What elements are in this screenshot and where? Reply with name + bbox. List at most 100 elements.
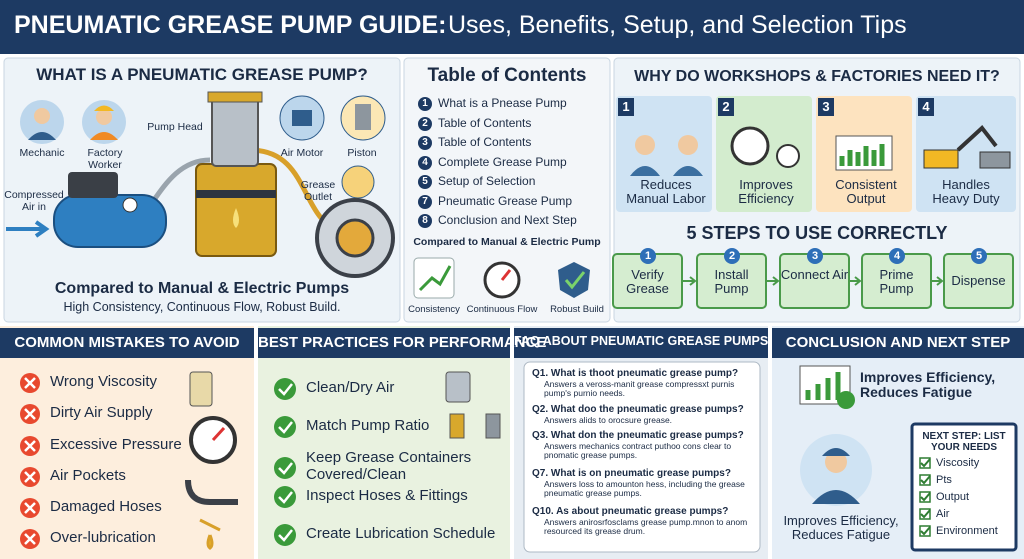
check [564,271,586,290]
panel [258,326,510,559]
label: Grease Outlet [300,179,336,203]
check-badge [837,391,855,409]
label: Pump Head [147,121,203,133]
practice: Clean/Dry Air [306,379,395,396]
toc-item: Table of Contents [438,116,532,130]
question: Q10. As about pneumatic grease pumps? [532,506,729,517]
step-label: Dispense [951,273,1006,288]
need: Air [936,508,950,520]
check-mark [920,475,931,485]
card-label: Handles Heavy Duty [932,177,1000,207]
step-label: Verify Grease [626,267,669,297]
checkbox [919,457,931,469]
trend [418,265,452,292]
need: Pts [936,474,952,486]
faq-card [523,361,761,553]
label: Factory Worker [87,147,123,171]
gauge [122,197,138,213]
card-label: Consistent Output [835,177,897,207]
label: Continuous Flow [466,304,538,315]
benefit: Improves Efficiency, Reduces Fatigue [860,369,996,401]
number-badge [818,98,834,116]
drip [199,518,221,550]
check-mark [920,526,931,536]
number: 2 [422,118,428,129]
number-badge [807,248,823,264]
question: Q1. What is thoot pneumatic grease pump? [532,368,739,379]
toc-item: What is a Pnease Pump [438,96,567,110]
bars [839,144,885,166]
section-title: 5 STEPS TO USE CORRECTLY [686,223,948,243]
mistake: Over-lubrication [50,529,156,546]
number: 3 [822,99,830,114]
checkbox [919,525,931,537]
number: 2 [722,99,730,114]
subtitle: Compared to Manual & Electric Pumps [54,280,350,297]
drop [233,208,239,228]
number-badge [418,214,432,228]
mistake: Dirty Air Supply [50,404,153,421]
toc-item: Table of Contents [438,135,532,149]
mistake: Damaged Hoses [50,498,162,515]
bars [805,372,841,400]
number-badge [918,98,934,116]
header-bar [0,0,1024,54]
needle [500,269,512,281]
step-label: Install Pump [714,267,749,297]
filter [445,371,471,403]
body [28,132,56,140]
number: 2 [728,250,736,262]
person [678,135,698,155]
check-mark [920,458,931,468]
arrow [6,220,50,238]
motor [292,110,312,126]
card-label: Reduces Manual Labor [626,177,706,207]
label: Consistency [408,304,460,315]
gauge [776,144,800,168]
check-icon [274,486,296,508]
toc-item: Setup of Selection [438,174,536,188]
panel-title: CONCLUSION AND NEXT STEP [785,334,1011,351]
title: PNEUMATIC GREASE PUMP GUIDE: [14,11,447,39]
toc-item: Conclusion and Next Step [438,213,577,227]
panel-header [772,328,1024,358]
pump-head [211,95,259,167]
number: 7 [422,196,428,207]
number-badge [418,175,432,189]
x-mark [24,408,36,420]
panel-title: WHAT IS A PNEUMATIC GREASE PUMP? [36,65,368,84]
excavator [923,149,959,169]
number-badge [724,248,740,264]
checkbox [919,508,931,520]
check-icon [274,457,296,479]
label: Compressed Air in [4,189,64,213]
check-mark [278,421,293,434]
check-icon [274,524,296,546]
face [96,109,112,125]
arrow [932,276,944,286]
panel [403,57,611,323]
number: 4 [922,99,930,114]
number-badge [971,248,987,264]
need: Environment [936,525,998,537]
toc-item: Complete Grease Pump [438,155,567,169]
bodies [630,166,703,176]
pump-ratio [449,413,465,439]
number: 5 [975,250,983,262]
number: 1 [644,250,652,262]
number: 3 [422,137,428,148]
check-mark [920,509,931,519]
mistake: Air Pockets [50,467,126,484]
check-icon [274,378,296,400]
arm [956,125,998,152]
number-badge [640,248,656,264]
need: Output [936,491,970,503]
question: Q7. What is on pneumatic grease pumps? [532,468,731,479]
card [616,96,712,212]
arrow [683,276,697,286]
title-rest: Uses, Benefits, Setup, and Selection Tip… [448,11,907,39]
check-icon [274,416,296,438]
helmet [94,105,114,111]
